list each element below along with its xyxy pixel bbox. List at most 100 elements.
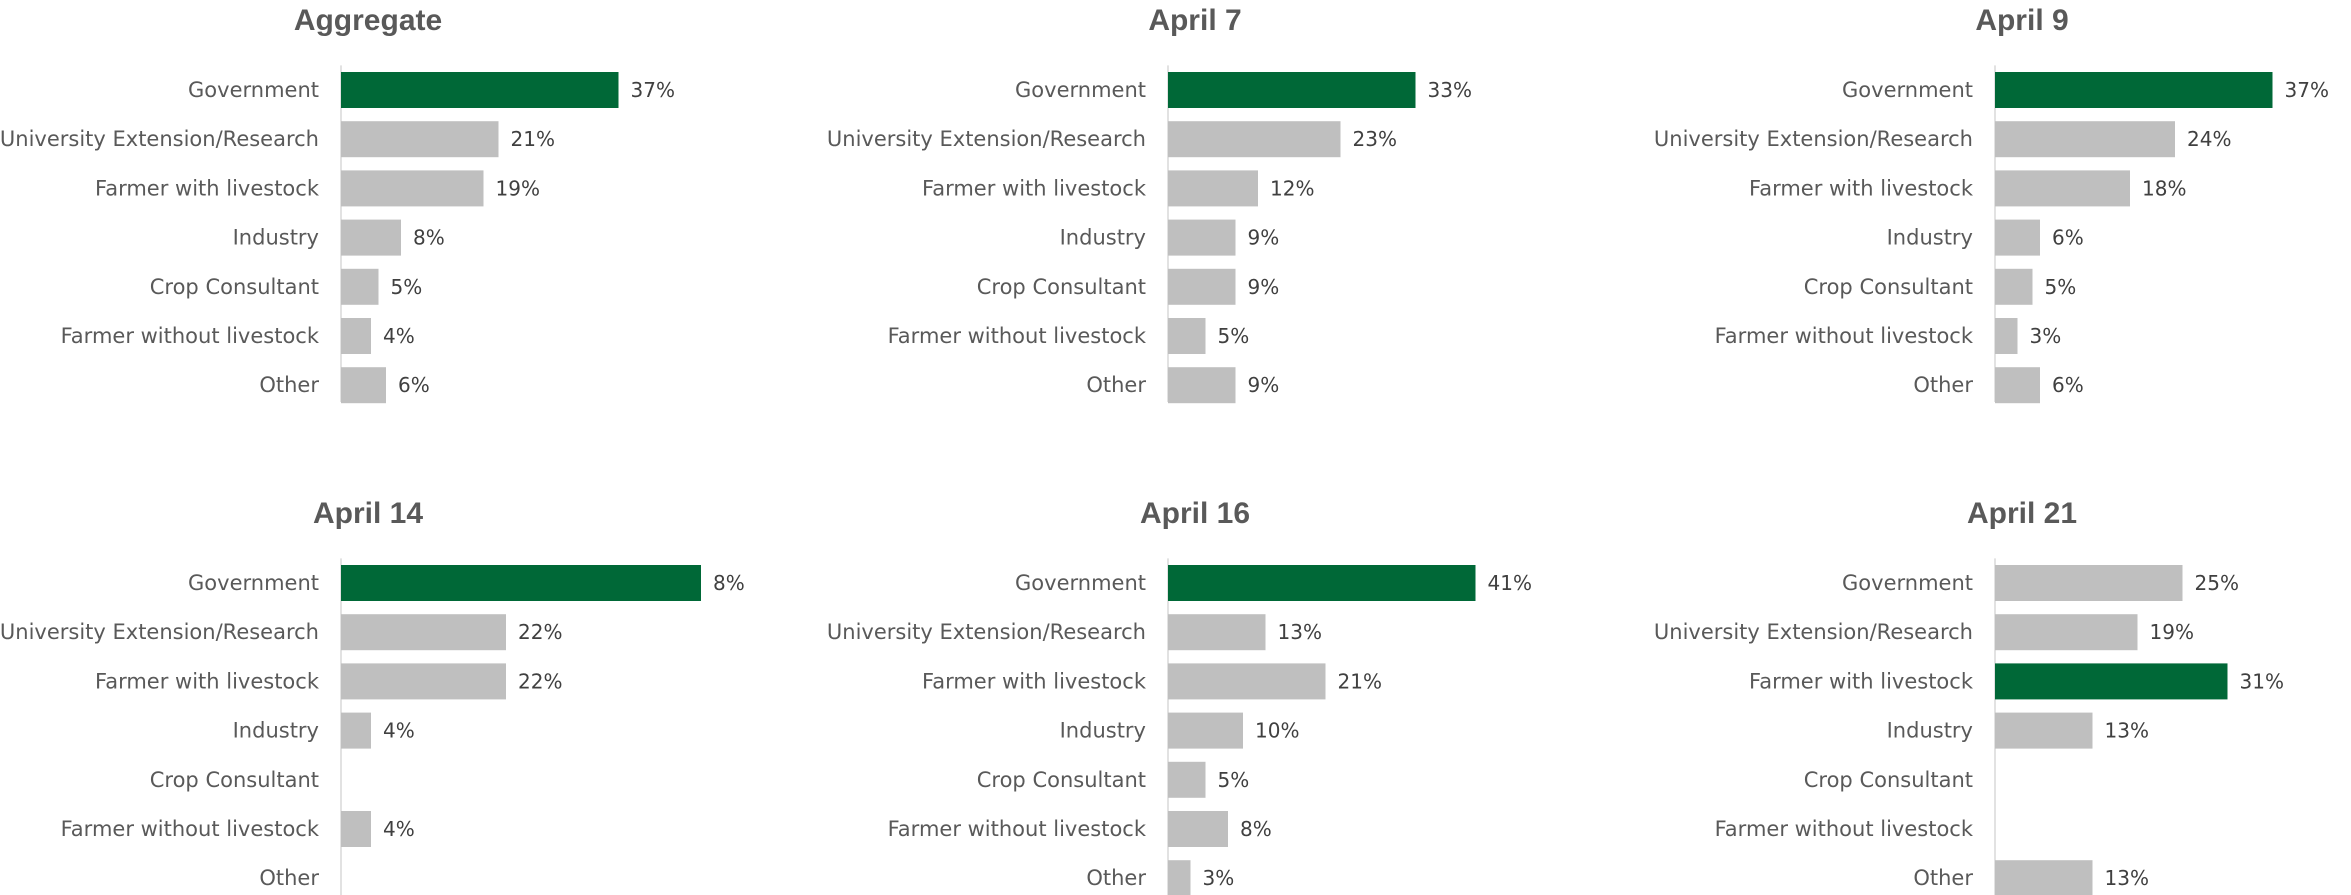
bar-chart: Government 37% University Extension/Resear… bbox=[1654, 65, 2329, 404]
value-label: 9% bbox=[1248, 275, 1280, 299]
bar bbox=[1995, 268, 2033, 305]
value-label: 21% bbox=[1338, 669, 1382, 693]
value-label: 6% bbox=[398, 373, 430, 397]
category-label: University Extension/Research bbox=[0, 127, 319, 151]
category-label: Government bbox=[1015, 78, 1146, 102]
bar bbox=[1995, 712, 2093, 749]
bar-highlight bbox=[1995, 72, 2273, 108]
bar-chart: Government 33% University Extension/Resear… bbox=[827, 65, 1472, 404]
value-label: 31% bbox=[2240, 669, 2284, 693]
category-label: Farmer with livestock bbox=[95, 176, 320, 200]
bar bbox=[1168, 663, 1326, 700]
bar bbox=[341, 712, 371, 749]
category-label: Industry bbox=[233, 226, 319, 250]
chart-panel: April 7 Government 33% University Extension… bbox=[827, 0, 1524, 404]
chart-panel: April 14 Government 8% University Extension… bbox=[0, 493, 745, 895]
value-label: 5% bbox=[2045, 275, 2077, 299]
category-label: Industry bbox=[1887, 719, 1973, 743]
category-label: Other bbox=[259, 373, 319, 397]
category-label: Farmer without livestock bbox=[1715, 324, 1974, 348]
value-label: 33% bbox=[1428, 78, 1472, 102]
bar bbox=[1168, 170, 1258, 207]
bar bbox=[1168, 811, 1228, 847]
bar bbox=[1168, 712, 1243, 749]
value-label: 24% bbox=[2187, 127, 2231, 151]
value-label: 4% bbox=[383, 817, 415, 841]
chart-title: April 16 bbox=[1139, 497, 1251, 530]
bar-highlight bbox=[1168, 565, 1476, 601]
category-label: Government bbox=[1015, 571, 1146, 595]
category-label: Other bbox=[1913, 373, 1973, 397]
category-label: Other bbox=[1086, 866, 1146, 890]
bar bbox=[1995, 565, 2183, 601]
bar bbox=[1168, 318, 1206, 354]
bar bbox=[1168, 121, 1341, 158]
value-label: 13% bbox=[2105, 719, 2149, 743]
category-label: Crop Consultant bbox=[977, 768, 1146, 792]
category-label: University Extension/Research bbox=[1654, 620, 1973, 644]
chart-panel: April 21 Government 25% University Extensio… bbox=[1654, 493, 2351, 895]
chart-title: April 9 bbox=[1975, 4, 2069, 37]
category-label: Farmer without livestock bbox=[888, 817, 1147, 841]
bar bbox=[341, 219, 401, 256]
value-label: 8% bbox=[713, 571, 745, 595]
category-label: Farmer with livestock bbox=[922, 176, 1147, 200]
bar bbox=[1168, 761, 1206, 798]
category-label: Farmer with livestock bbox=[95, 669, 320, 693]
value-label: 41% bbox=[1488, 571, 1532, 595]
bar-highlight bbox=[1995, 663, 2228, 700]
value-label: 25% bbox=[2195, 571, 2239, 595]
bar bbox=[341, 811, 371, 847]
category-label: Industry bbox=[233, 719, 319, 743]
chart-title: April 14 bbox=[312, 497, 424, 530]
category-label: University Extension/Research bbox=[0, 620, 319, 644]
value-label: 22% bbox=[518, 669, 562, 693]
category-label: Crop Consultant bbox=[1804, 768, 1973, 792]
category-label: Farmer without livestock bbox=[61, 817, 320, 841]
category-label: Government bbox=[1842, 78, 1973, 102]
value-label: 4% bbox=[383, 719, 415, 743]
value-label: 12% bbox=[1270, 176, 1314, 200]
category-label: Government bbox=[188, 571, 319, 595]
value-label: 6% bbox=[2052, 373, 2084, 397]
bar bbox=[341, 268, 379, 305]
bar bbox=[1995, 318, 2018, 354]
category-label: Crop Consultant bbox=[150, 275, 319, 299]
value-label: 13% bbox=[2105, 866, 2149, 890]
category-label: Other bbox=[1086, 373, 1146, 397]
category-label: Crop Consultant bbox=[150, 768, 319, 792]
bar-chart: Government 41% University Extension/Resear… bbox=[827, 558, 1532, 895]
bar bbox=[1168, 268, 1236, 305]
chart-title: April 7 bbox=[1148, 4, 1242, 37]
bar bbox=[1995, 121, 2175, 158]
category-label: Industry bbox=[1060, 226, 1146, 250]
value-label: 9% bbox=[1248, 226, 1280, 250]
bar bbox=[341, 663, 506, 700]
bar bbox=[1995, 170, 2130, 207]
value-label: 3% bbox=[1203, 866, 1235, 890]
value-label: 37% bbox=[631, 78, 675, 102]
value-label: 37% bbox=[2285, 78, 2329, 102]
value-label: 5% bbox=[391, 275, 423, 299]
bar bbox=[341, 614, 506, 651]
bar bbox=[341, 170, 484, 207]
chart-panel: Aggregate Government 37% University Extensi… bbox=[0, 0, 697, 404]
bar bbox=[341, 121, 499, 158]
value-label: 13% bbox=[1278, 620, 1322, 644]
category-label: Other bbox=[1913, 866, 1973, 890]
category-label: Government bbox=[188, 78, 319, 102]
category-label: Industry bbox=[1887, 226, 1973, 250]
value-label: 4% bbox=[383, 324, 415, 348]
chart-panel: April 9 Government 37% University Extension… bbox=[1654, 0, 2351, 404]
value-label: 9% bbox=[1248, 373, 1280, 397]
value-label: 19% bbox=[2150, 620, 2194, 644]
bar-highlight bbox=[341, 565, 701, 601]
value-label: 22% bbox=[518, 620, 562, 644]
value-label: 8% bbox=[1240, 817, 1272, 841]
bar bbox=[1995, 860, 2093, 895]
value-label: 10% bbox=[1255, 719, 1299, 743]
bar bbox=[1168, 367, 1236, 404]
bar-highlight bbox=[341, 72, 619, 108]
category-label: Farmer with livestock bbox=[1749, 176, 1974, 200]
